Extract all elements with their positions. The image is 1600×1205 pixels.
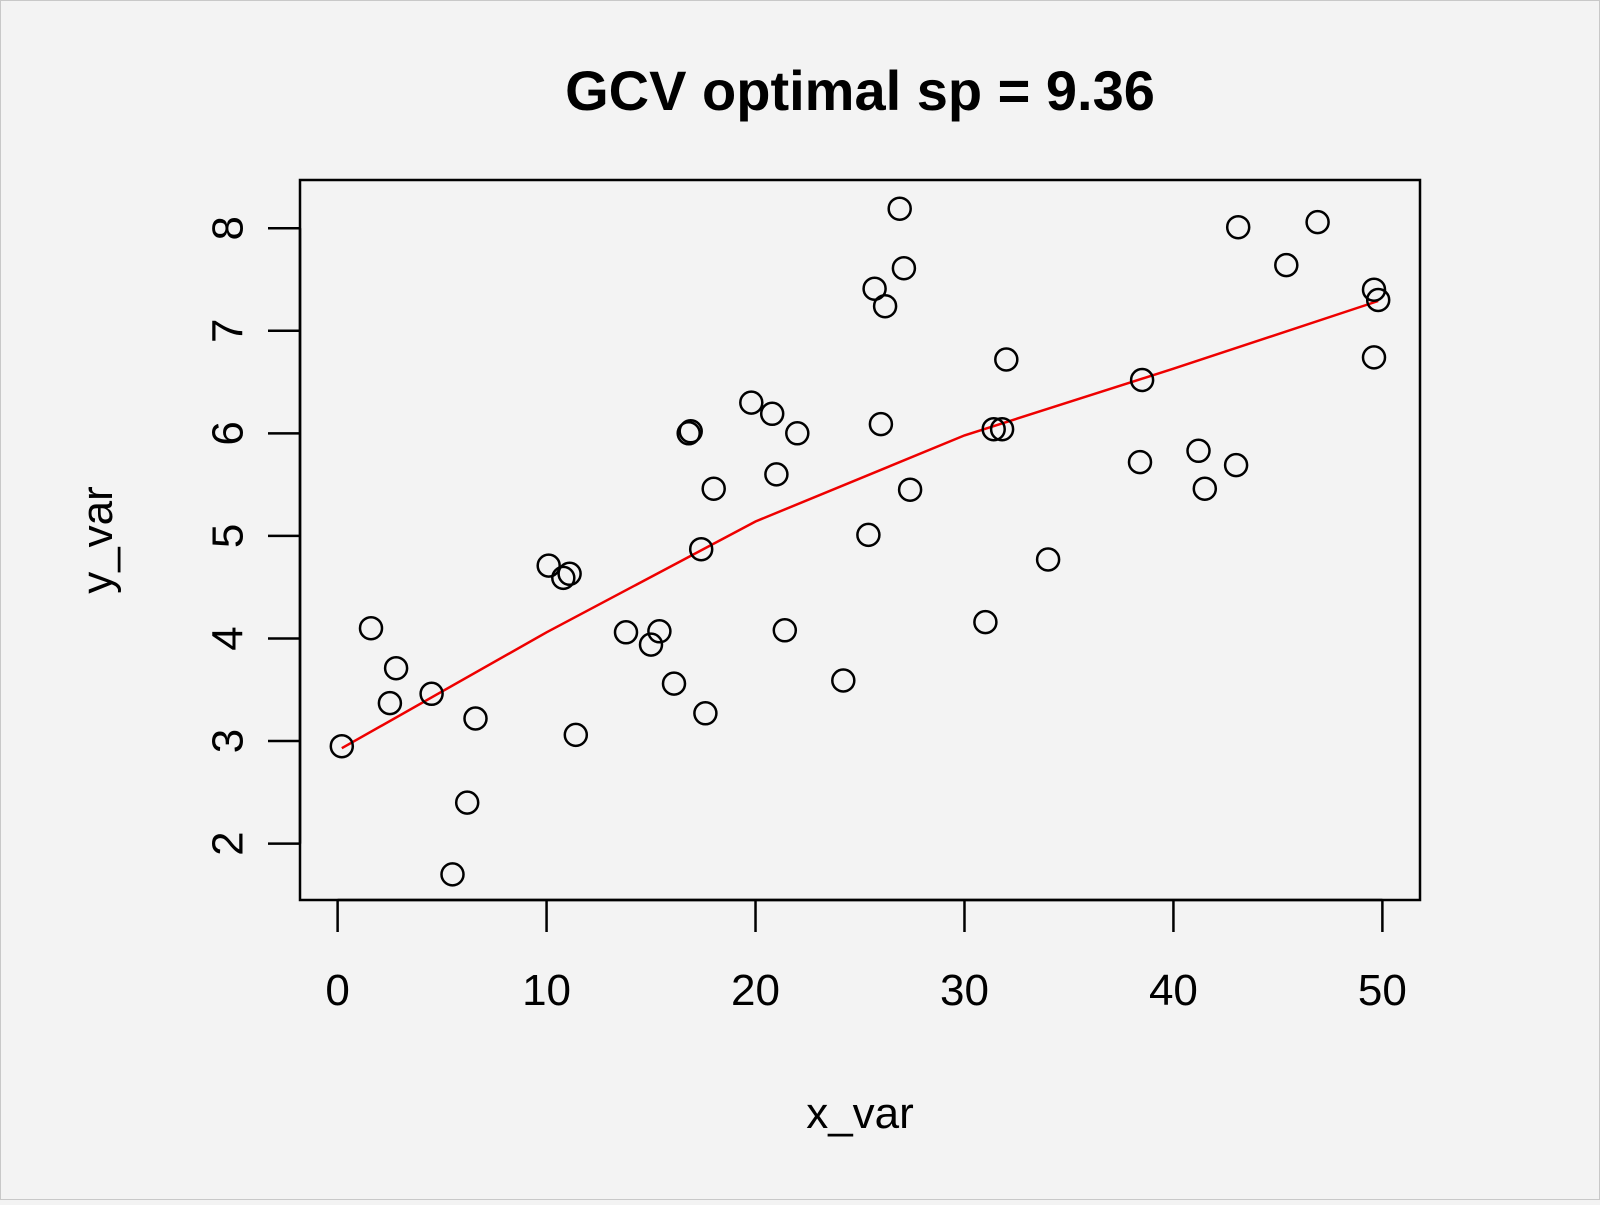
data-point (981, 416, 1006, 442)
data-point (463, 706, 488, 731)
y-tick-label: 3 (204, 729, 253, 753)
data-point (563, 722, 589, 748)
x-axis: 0 10 20 30 40 50 (325, 898, 1407, 1015)
data-point (454, 790, 480, 815)
data-point (1274, 252, 1299, 278)
data-point (551, 565, 576, 591)
chart-title: GCV optimal sp = 9.36 (565, 59, 1155, 122)
x-tick-label: 30 (940, 966, 989, 1015)
data-point (862, 276, 887, 301)
data-point (1035, 547, 1061, 572)
data-point (989, 416, 1015, 442)
y-tick-label: 6 (204, 421, 253, 445)
data-point (872, 293, 898, 319)
data-point (1365, 287, 1391, 313)
data-point (377, 690, 403, 716)
data-point (1192, 476, 1218, 501)
data-point (1129, 367, 1155, 393)
data-point (419, 681, 444, 707)
data-point (973, 609, 998, 635)
data-point (785, 421, 810, 446)
data-point (994, 347, 1019, 372)
data-point (887, 196, 912, 221)
data-point (1225, 214, 1251, 240)
data-point (383, 655, 409, 681)
data-point (701, 476, 726, 501)
data-point (1127, 449, 1153, 475)
y-tick-label: 7 (204, 319, 253, 343)
data-point (868, 411, 894, 437)
data-point (856, 522, 881, 548)
data-point (1223, 452, 1249, 478)
y-axis: 2 3 4 5 6 7 8 (204, 216, 302, 856)
data-point (831, 668, 856, 693)
y-axis-label: y_var (73, 486, 122, 594)
x-tick-label: 0 (325, 966, 349, 1015)
data-point (739, 390, 764, 415)
data-point (764, 462, 789, 487)
x-tick-label: 10 (522, 966, 571, 1015)
x-tick-label: 40 (1149, 966, 1198, 1015)
data-point (759, 401, 785, 427)
data-point (676, 421, 701, 446)
data-point (358, 615, 384, 641)
y-tick-label: 4 (204, 626, 253, 650)
x-tick-label: 20 (731, 966, 780, 1015)
data-point (536, 553, 561, 578)
data-point (638, 632, 664, 657)
y-tick-label: 2 (204, 831, 253, 855)
data-point (772, 618, 798, 643)
smooth-fit-line (341, 299, 1379, 750)
data-points (329, 196, 1391, 887)
data-point (897, 477, 923, 502)
data-point (688, 536, 714, 562)
data-point (1305, 209, 1330, 235)
data-point (440, 862, 465, 887)
data-point (329, 733, 355, 759)
data-point (557, 561, 582, 587)
data-point (1186, 438, 1211, 464)
x-axis-label: x_var (806, 1089, 914, 1138)
x-tick-label: 50 (1358, 966, 1407, 1015)
data-point (678, 419, 703, 444)
data-point (1361, 277, 1387, 302)
data-point (693, 701, 718, 726)
y-tick-label: 5 (204, 524, 253, 548)
data-point (647, 619, 672, 644)
data-point (613, 620, 639, 645)
data-point (1361, 345, 1387, 370)
y-tick-label: 8 (204, 216, 253, 240)
data-point (661, 671, 687, 696)
data-point (891, 255, 917, 281)
